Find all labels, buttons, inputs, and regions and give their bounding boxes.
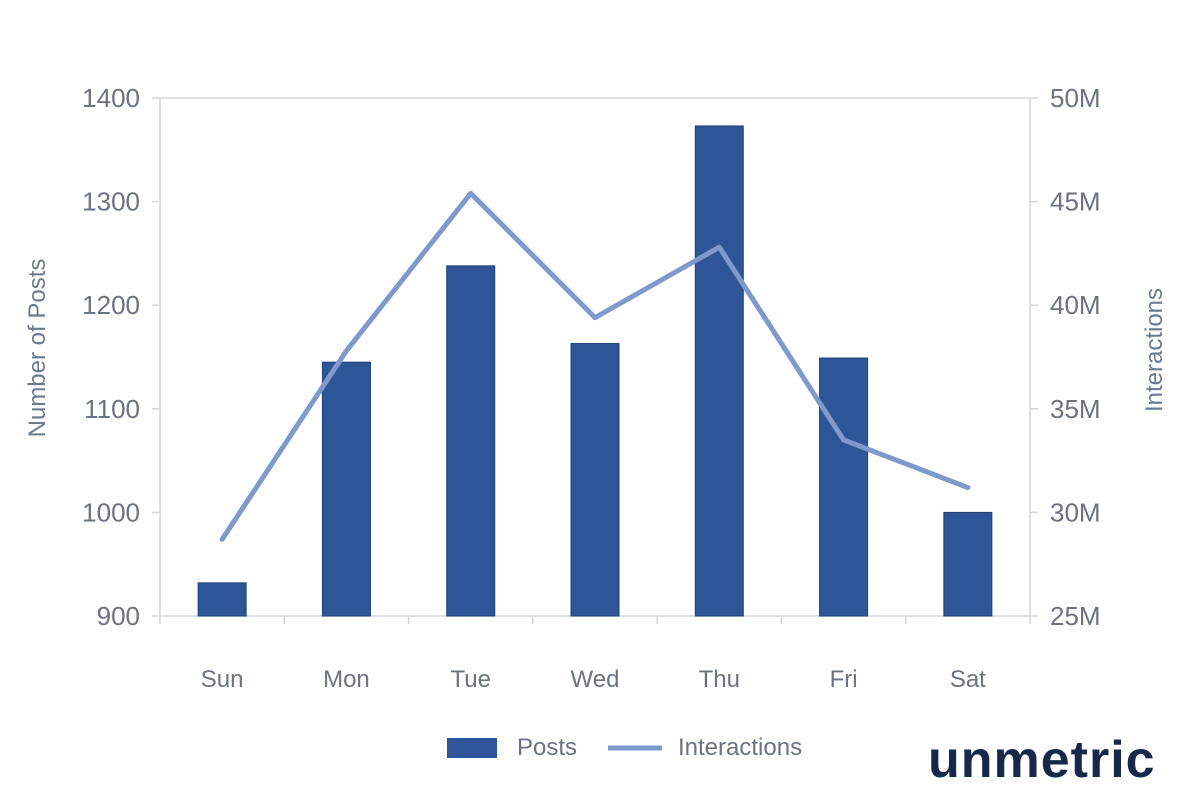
legend-swatch-posts [447,738,497,758]
bar-posts-sun [197,582,247,617]
legend: Posts Interactions [447,734,802,761]
y-left-tick-label: 900 [97,601,140,631]
bar-series-posts [197,125,993,617]
bar-posts-thu [694,125,744,617]
brand-logo: unmetric [928,731,1156,789]
bar-posts-sat [943,511,993,617]
legend-label-interactions: Interactions [678,734,802,761]
y-right-tick-label: 50M [1050,83,1101,113]
y-left-tick-label: 1000 [82,497,140,527]
bar-posts-tue [446,265,496,617]
y-right-tick-label: 40M [1050,290,1101,320]
y-right-tick-label: 25M [1050,601,1101,631]
bar-posts-wed [570,343,620,617]
x-tick-label-mon: Mon [323,666,370,693]
y-right-tick-label: 30M [1050,497,1101,527]
bar-posts-mon [321,361,371,617]
axis-ticks: 900 1000 1100 1200 1300 1400 25M 30M 35M 40M 45M 50… [82,83,1100,693]
x-tick-label-fri: Fri [830,666,858,693]
y-left-tick-label: 1100 [84,394,140,424]
x-tick-label-wed: Wed [571,666,620,693]
y-axis-right-title: Interactions [1141,288,1168,412]
y-left-tick-label: 1400 [82,83,140,113]
y-right-tick-label: 45M [1050,187,1101,217]
bar-posts-fri [819,357,869,617]
x-tick-label-sat: Sat [950,666,986,693]
y-right-tick-label: 35M [1050,394,1101,424]
line-series-interactions [219,190,971,542]
x-tick-label-tue: Tue [450,666,490,693]
x-tick-label-thu: Thu [699,666,740,693]
x-tick-label-sun: Sun [201,666,244,693]
y-left-tick-label: 1200 [82,290,140,320]
y-left-tick-label: 1300 [82,187,140,217]
y-axis-left-title: Number of Posts [24,259,51,438]
legend-label-posts: Posts [517,734,577,761]
